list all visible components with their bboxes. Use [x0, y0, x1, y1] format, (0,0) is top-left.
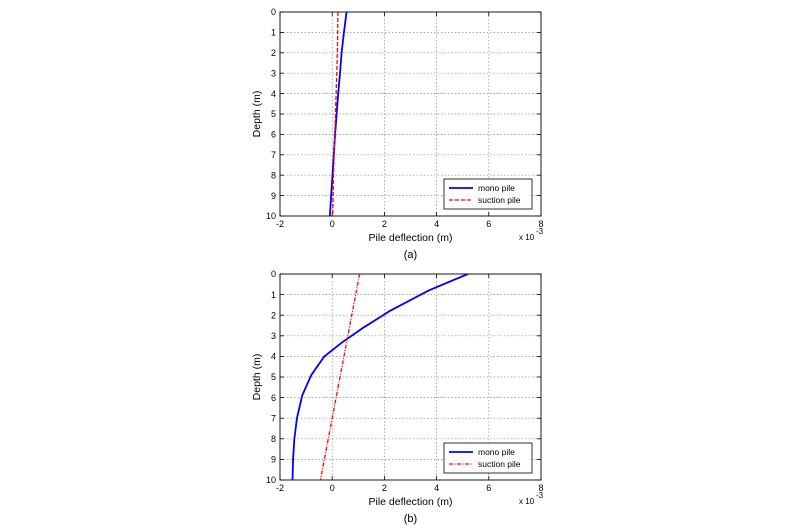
y-tick-label: 6	[271, 393, 276, 403]
y-tick-label: 3	[271, 68, 276, 78]
y-tick-label: 10	[266, 475, 276, 485]
series-line-suction-pile	[319, 273, 361, 481]
y-tick-label: 9	[271, 191, 276, 201]
axes-frame	[279, 273, 542, 481]
x-exponent: -3	[536, 227, 544, 236]
x-exponent: -3	[536, 491, 544, 500]
series-line-mono-pile	[291, 273, 469, 481]
y-axis-label: Depth (m)	[251, 91, 263, 138]
y-tick-label: 8	[271, 434, 276, 444]
legend-label: mono pile	[478, 447, 515, 457]
x-multiplier: x 10	[519, 497, 535, 506]
legend-label: mono pile	[478, 183, 515, 193]
x-tick-label: 2	[382, 483, 387, 493]
x-tick-label: 6	[486, 483, 491, 493]
y-tick-label: 7	[271, 413, 276, 423]
x-tick-label: 6	[486, 219, 491, 229]
x-multiplier: x 10	[519, 233, 535, 242]
legend-box	[443, 442, 533, 474]
y-tick-label: 3	[271, 331, 276, 341]
legend: mono pile suction pile	[443, 442, 533, 474]
x-tick-label: 8	[538, 219, 543, 229]
series-line-mono-pile	[328, 11, 348, 217]
y-tick-label: 4	[271, 89, 276, 99]
y-tick-label: 6	[271, 130, 276, 140]
y-tick-label: 5	[271, 372, 276, 382]
legend: mono pile suction pile	[443, 178, 533, 210]
figure-caption: (b)	[404, 513, 417, 525]
y-tick-label: 4	[271, 352, 276, 362]
y-tick-label: 10	[266, 211, 276, 221]
x-tick-label: 2	[382, 219, 387, 229]
y-tick-label: 7	[271, 150, 276, 160]
series-line-suction-pile	[332, 11, 339, 217]
figure-caption: (a)	[404, 249, 417, 261]
x-tick-label: 8	[538, 483, 543, 493]
y-tick-label: 2	[271, 48, 276, 58]
y-tick-label: 8	[271, 170, 276, 180]
y-tick-label: 1	[271, 28, 276, 38]
y-tick-label: 1	[271, 290, 276, 300]
axes-frame	[279, 11, 542, 217]
x-axis-label: Pile deflection (m)	[368, 496, 452, 508]
y-axis-label: Depth (m)	[251, 354, 263, 401]
y-tick-label: 2	[271, 310, 276, 320]
x-axis-label: Pile deflection (m)	[368, 232, 452, 244]
x-tick-label: 4	[434, 219, 439, 229]
y-tick-label: 5	[271, 109, 276, 119]
legend-label: suction pile	[478, 195, 521, 205]
legend-box	[443, 178, 533, 210]
x-tick-label: 4	[434, 483, 439, 493]
x-tick-label: -2	[276, 483, 284, 493]
y-tick-label: 0	[271, 7, 276, 17]
x-tick-label: -2	[276, 219, 284, 229]
x-tick-label: 0	[330, 483, 335, 493]
chart-b: -2 0 2 4 6 8 0 1 2 3 4 5 6 7 8 9 10 Pile deflection (m) De…	[251, 269, 544, 525]
legend-label: suction pile	[478, 459, 521, 469]
y-tick-label: 0	[271, 269, 276, 279]
chart-a: -2 0 2 4 6 8 0 1 2 3 4 5 6 7 8 9 10 Pile deflection (m) De…	[251, 7, 544, 261]
y-tick-label: 9	[271, 455, 276, 465]
x-tick-label: 0	[330, 219, 335, 229]
